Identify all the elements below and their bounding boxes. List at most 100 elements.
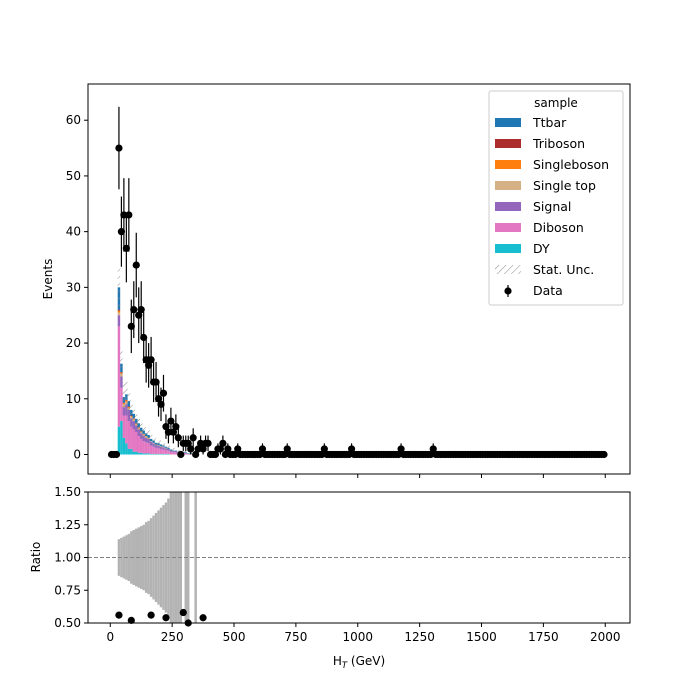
x-tick-label: 1750	[528, 630, 559, 644]
stat-unc-bar	[120, 346, 123, 381]
stack-bar-diboson	[164, 450, 168, 454]
x-axis: 0 250 500 750 1000 1250 1500 1750 2000	[106, 474, 621, 644]
stack-bar-signal	[147, 438, 150, 444]
stack-bar-dy	[132, 451, 136, 455]
stack-bar-diboson	[117, 326, 121, 427]
stat-unc-bar	[154, 438, 158, 448]
x-tick-label: 500	[223, 630, 246, 644]
ratio-point	[162, 614, 170, 622]
stat-unc-bar	[147, 429, 150, 441]
data-point	[122, 214, 130, 283]
data-point	[204, 435, 212, 452]
data-point	[345, 450, 353, 459]
stack-bar-signal	[144, 437, 148, 443]
stat-unc-bar	[139, 420, 143, 435]
stack-bar-diboson	[125, 415, 128, 444]
ratio-unc-bar	[127, 533, 131, 582]
stat-unc-bar	[144, 427, 148, 440]
stack-bar-diboson	[139, 438, 143, 453]
stat-unc-bar	[142, 423, 145, 438]
data-point	[172, 414, 180, 439]
data-point	[221, 450, 229, 459]
ratio-point	[115, 611, 123, 619]
data-point	[318, 450, 326, 459]
stack-bar-diboson	[144, 442, 148, 454]
stat-unc-bar	[162, 441, 165, 450]
stat-unc-bar	[186, 452, 190, 455]
ratio-y-tick-label: 1.50	[54, 485, 81, 499]
y-tick-label: 50	[66, 169, 81, 183]
stack-bar-dy	[152, 453, 155, 455]
stat-unc-bar	[135, 410, 138, 428]
stack-bar-signal	[117, 315, 121, 327]
ratio-unc-bar	[169, 492, 173, 623]
stat-unc-bar	[157, 438, 160, 448]
legend-entry-singleboson: Singleboson	[495, 157, 609, 172]
stack-bar-signal	[127, 409, 131, 422]
stat-unc-bar	[177, 449, 180, 454]
data-point	[231, 450, 239, 459]
ratio-point	[147, 611, 155, 619]
stat-unc-bar	[137, 415, 140, 432]
stack-bar-signal	[137, 429, 140, 437]
x-tick-label: 0	[106, 630, 114, 644]
main-plot-frame	[87, 83, 631, 475]
data-point	[120, 178, 128, 252]
stat-unc-bar	[149, 433, 153, 444]
stat-unc-bar	[164, 443, 168, 451]
stat-unc-bar	[167, 444, 170, 452]
data-points	[107, 106, 608, 459]
legend-entry-data: Data	[504, 283, 563, 298]
legend-label: Ttbar	[532, 115, 567, 130]
stack-bar-triboson	[117, 309, 121, 311]
legend: sample Ttbar Triboson Singleboson Single to…	[488, 90, 624, 306]
stack-bar-signal	[122, 407, 126, 416]
ratio-unc-bar	[164, 502, 168, 613]
stack-bar-single-top	[117, 312, 121, 316]
legend-label: Single top	[533, 178, 596, 193]
stack-bar-dy	[167, 453, 170, 455]
stack-bar-singleboson	[117, 310, 121, 313]
data-point	[112, 450, 121, 459]
stack-bar-dy	[162, 453, 165, 455]
stack-bar-dy	[127, 448, 131, 455]
data-point	[192, 450, 200, 459]
data-point	[219, 435, 227, 452]
stack-bar-dy	[125, 443, 128, 455]
stack-bar-diboson	[152, 446, 155, 454]
x-tick-label: 2000	[590, 630, 621, 644]
legend-entry-dy: DY	[495, 241, 550, 256]
stack-bar-signal	[120, 376, 123, 388]
ratio-y-tick-label: 0.75	[54, 583, 81, 597]
y-axis-label-events: Events	[41, 259, 55, 300]
ratio-unc-bar	[157, 510, 160, 605]
stat-unc-bar	[117, 265, 121, 310]
stack-bar-dy	[147, 453, 150, 455]
data-point	[600, 450, 608, 459]
legend-label: DY	[533, 241, 550, 256]
data-point	[132, 232, 140, 298]
stack-bar-diboson	[120, 387, 123, 422]
stack-bar-diboson	[169, 451, 173, 455]
ratio-unc-bar	[144, 522, 148, 593]
ratio-plot-frame	[87, 491, 631, 624]
x-tick-label: 1500	[466, 630, 497, 644]
stack-bar-diboson	[135, 432, 138, 452]
ratio-point	[179, 608, 187, 617]
ratio-unc-bar	[186, 492, 190, 623]
stack-bar-dy	[117, 426, 121, 455]
stack-bar-dy	[122, 437, 126, 455]
legend-entry-ttbar: Ttbar	[495, 115, 567, 130]
legend-label: Stat. Unc.	[533, 262, 594, 277]
stack-bar-dy	[149, 453, 153, 455]
y-tick-label: 10	[66, 392, 81, 406]
data-point	[154, 380, 163, 417]
y-tick-label: 40	[66, 225, 81, 239]
stack-bar-dy	[135, 451, 138, 455]
stack-bar-diboson	[162, 449, 165, 454]
data-point	[140, 311, 148, 364]
stack-bar-dy	[142, 453, 145, 455]
data-point	[281, 450, 289, 459]
stack-bar-dy	[144, 453, 148, 455]
ratio-y-tick-label: 1.00	[54, 551, 81, 565]
